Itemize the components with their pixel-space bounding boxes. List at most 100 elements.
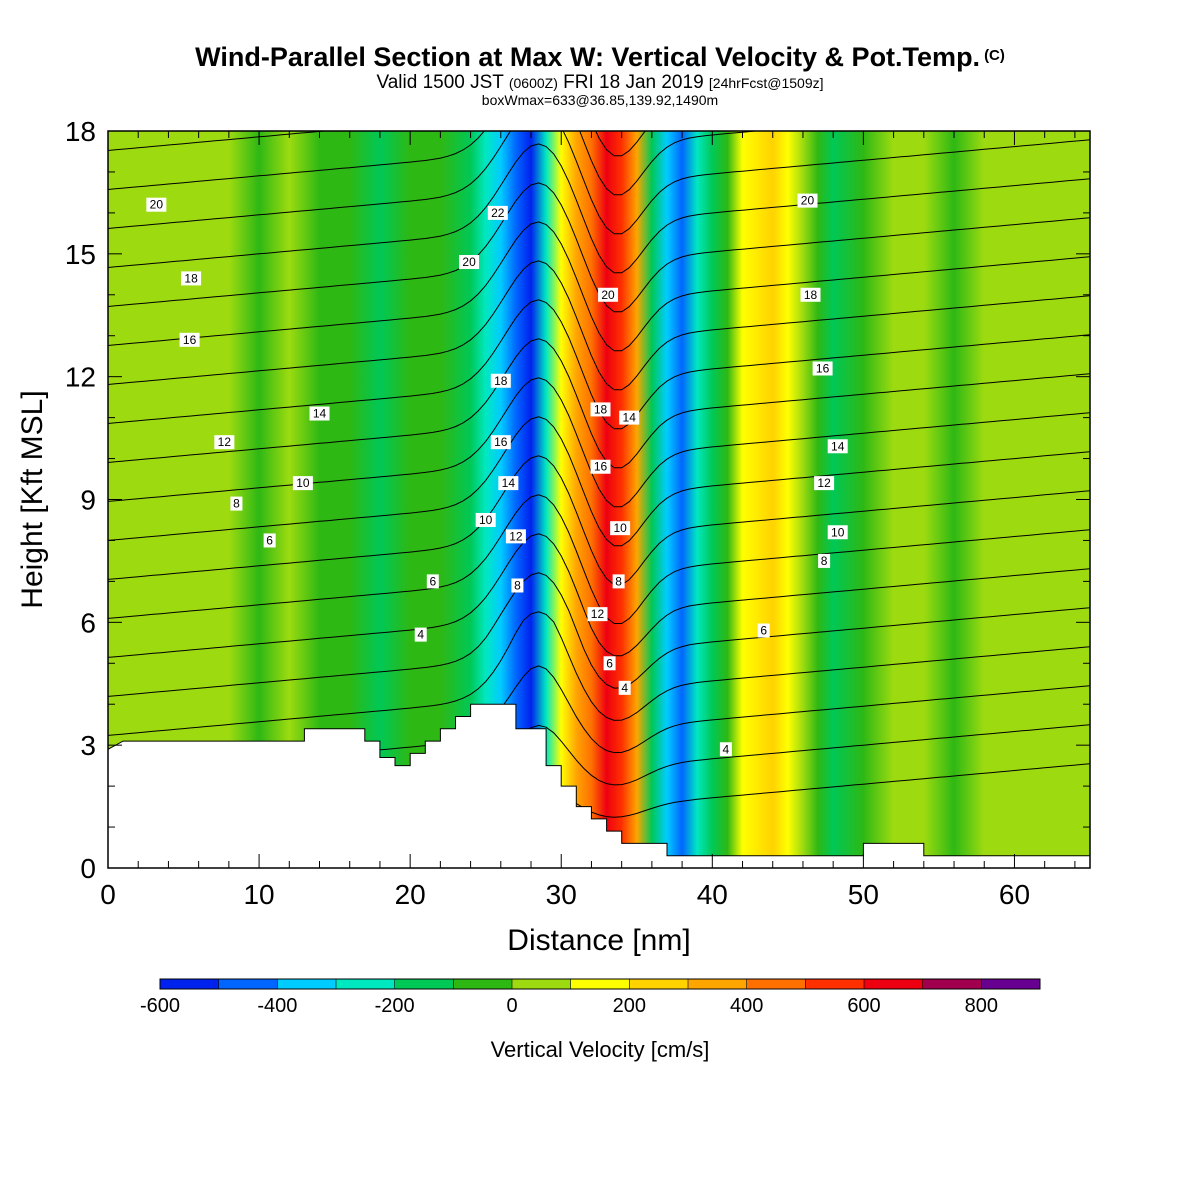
colorbar-tick-label: 400 bbox=[730, 995, 763, 1017]
x-tick-label: 10 bbox=[243, 879, 274, 910]
svg-text:10: 10 bbox=[831, 525, 845, 539]
isentrope-label: 4 bbox=[414, 627, 427, 642]
isentrope-line bbox=[108, 260, 1090, 391]
isentrope-line bbox=[108, 131, 1090, 235]
svg-text:16: 16 bbox=[494, 435, 508, 449]
svg-text:12: 12 bbox=[591, 607, 605, 621]
colorbar-tick-label: 800 bbox=[965, 995, 998, 1017]
x-tick-label: 20 bbox=[395, 879, 426, 910]
isentrope-label: 18 bbox=[800, 287, 821, 302]
svg-text:8: 8 bbox=[233, 497, 240, 511]
chart-title: Wind-Parallel Section at Max W: Vertical… bbox=[195, 42, 1005, 72]
svg-text:10: 10 bbox=[296, 476, 310, 490]
svg-text:6: 6 bbox=[266, 533, 273, 547]
svg-text:10: 10 bbox=[479, 513, 493, 527]
isentrope-label: 20 bbox=[797, 193, 818, 208]
colorbar-swatch bbox=[160, 979, 219, 989]
y-tick-label: 12 bbox=[65, 362, 96, 393]
colorbar-swatch bbox=[218, 979, 278, 989]
y-tick-label: 0 bbox=[80, 853, 96, 884]
colorbar-tick-label: 200 bbox=[613, 995, 646, 1017]
svg-text:12: 12 bbox=[509, 529, 523, 543]
svg-text:12: 12 bbox=[817, 476, 831, 490]
x-tick-label: 60 bbox=[999, 879, 1030, 910]
isentrope-label: 6 bbox=[757, 623, 770, 638]
svg-text:10: 10 bbox=[613, 521, 627, 535]
isentrope-label: 16 bbox=[590, 459, 611, 474]
isentrope-label: 6 bbox=[603, 656, 616, 671]
terrain bbox=[108, 703, 1090, 868]
isentrope-line bbox=[108, 221, 1090, 352]
svg-text:18: 18 bbox=[804, 288, 818, 302]
colorbar-frame bbox=[159, 978, 1041, 990]
svg-text:16: 16 bbox=[816, 361, 830, 375]
svg-text:20: 20 bbox=[601, 288, 615, 302]
colorbar-swatch bbox=[336, 979, 395, 989]
isentrope-line bbox=[108, 338, 1090, 469]
svg-text:12: 12 bbox=[218, 435, 232, 449]
isentrope-label: 12 bbox=[505, 529, 526, 544]
x-tick-label: 0 bbox=[100, 879, 116, 910]
colorbar-swatch bbox=[981, 979, 1040, 989]
colorbar-swatch bbox=[512, 979, 571, 989]
isentrope-line bbox=[108, 111, 629, 117]
isentrope-label: 14 bbox=[498, 476, 519, 491]
y-tick-label: 18 bbox=[65, 116, 96, 147]
colorbar-swatch bbox=[453, 979, 512, 989]
isentrope-label: 14 bbox=[827, 439, 848, 454]
isentrope-line bbox=[108, 572, 1090, 697]
svg-text:20: 20 bbox=[150, 198, 164, 212]
isentrope-label: 22 bbox=[487, 205, 508, 220]
isentrope-label: 6 bbox=[426, 574, 439, 589]
colorbar-swatch bbox=[922, 979, 982, 989]
isentrope-label: 4 bbox=[618, 680, 631, 695]
x-axis-label: Distance [nm] bbox=[507, 924, 690, 957]
svg-text:22: 22 bbox=[491, 206, 505, 220]
svg-text:14: 14 bbox=[831, 439, 845, 453]
colorbar-swatch bbox=[864, 979, 923, 989]
chart-box-info: boxWmax=633@36.85,139.92,1490m bbox=[481, 92, 719, 108]
isentrope-label: 12 bbox=[587, 607, 608, 622]
y-tick-label: 9 bbox=[80, 485, 96, 516]
isentrope-label: 6 bbox=[263, 533, 276, 548]
colorbar-swatch bbox=[394, 979, 454, 989]
isentrope-label: 14 bbox=[309, 406, 330, 421]
svg-text:4: 4 bbox=[621, 681, 628, 695]
y-tick-label: 6 bbox=[80, 607, 96, 638]
svg-text:16: 16 bbox=[183, 333, 197, 347]
svg-text:8: 8 bbox=[514, 578, 521, 592]
svg-text:4: 4 bbox=[723, 742, 730, 756]
svg-text:18: 18 bbox=[184, 271, 198, 285]
svg-text:6: 6 bbox=[606, 656, 613, 670]
svg-text:14: 14 bbox=[623, 411, 637, 425]
colorbar-swatch bbox=[746, 979, 806, 989]
isentrope-line bbox=[108, 131, 646, 157]
isentrope-label: 10 bbox=[292, 476, 313, 491]
isentrope-label: 8 bbox=[818, 553, 831, 568]
isentrope-label: 16 bbox=[490, 435, 511, 450]
colorbar-label: Vertical Velocity [cm/s] bbox=[491, 1037, 710, 1062]
colorbar-swatch bbox=[805, 979, 864, 989]
isentrope-label: 10 bbox=[827, 525, 848, 540]
colorbar-swatch bbox=[688, 979, 747, 989]
svg-text:18: 18 bbox=[494, 374, 508, 388]
isentrope-label: 20 bbox=[598, 287, 619, 302]
svg-text:20: 20 bbox=[462, 255, 476, 269]
svg-text:6: 6 bbox=[429, 574, 436, 588]
svg-text:4: 4 bbox=[417, 628, 424, 642]
svg-text:14: 14 bbox=[502, 476, 516, 490]
isentrope-label: 10 bbox=[610, 521, 631, 536]
svg-text:16: 16 bbox=[594, 460, 608, 474]
colorbar-tick-label: -600 bbox=[140, 995, 180, 1017]
colorbar-tick-label: 600 bbox=[847, 995, 880, 1017]
chart-valid-time: Valid 1500 JST (0600Z) FRI 18 Jan 2019 [… bbox=[376, 72, 824, 93]
y-axis-label: Height [Kft MSL] bbox=[16, 390, 49, 608]
colorbar-tick-label: -400 bbox=[257, 995, 297, 1017]
isentrope-line bbox=[108, 533, 1090, 658]
x-tick-label: 50 bbox=[848, 879, 879, 910]
isentrope-label: 16 bbox=[812, 361, 833, 376]
isentrope-label: 8 bbox=[612, 574, 625, 589]
isentrope-label: 18 bbox=[181, 271, 202, 286]
x-tick-label: 40 bbox=[697, 879, 728, 910]
